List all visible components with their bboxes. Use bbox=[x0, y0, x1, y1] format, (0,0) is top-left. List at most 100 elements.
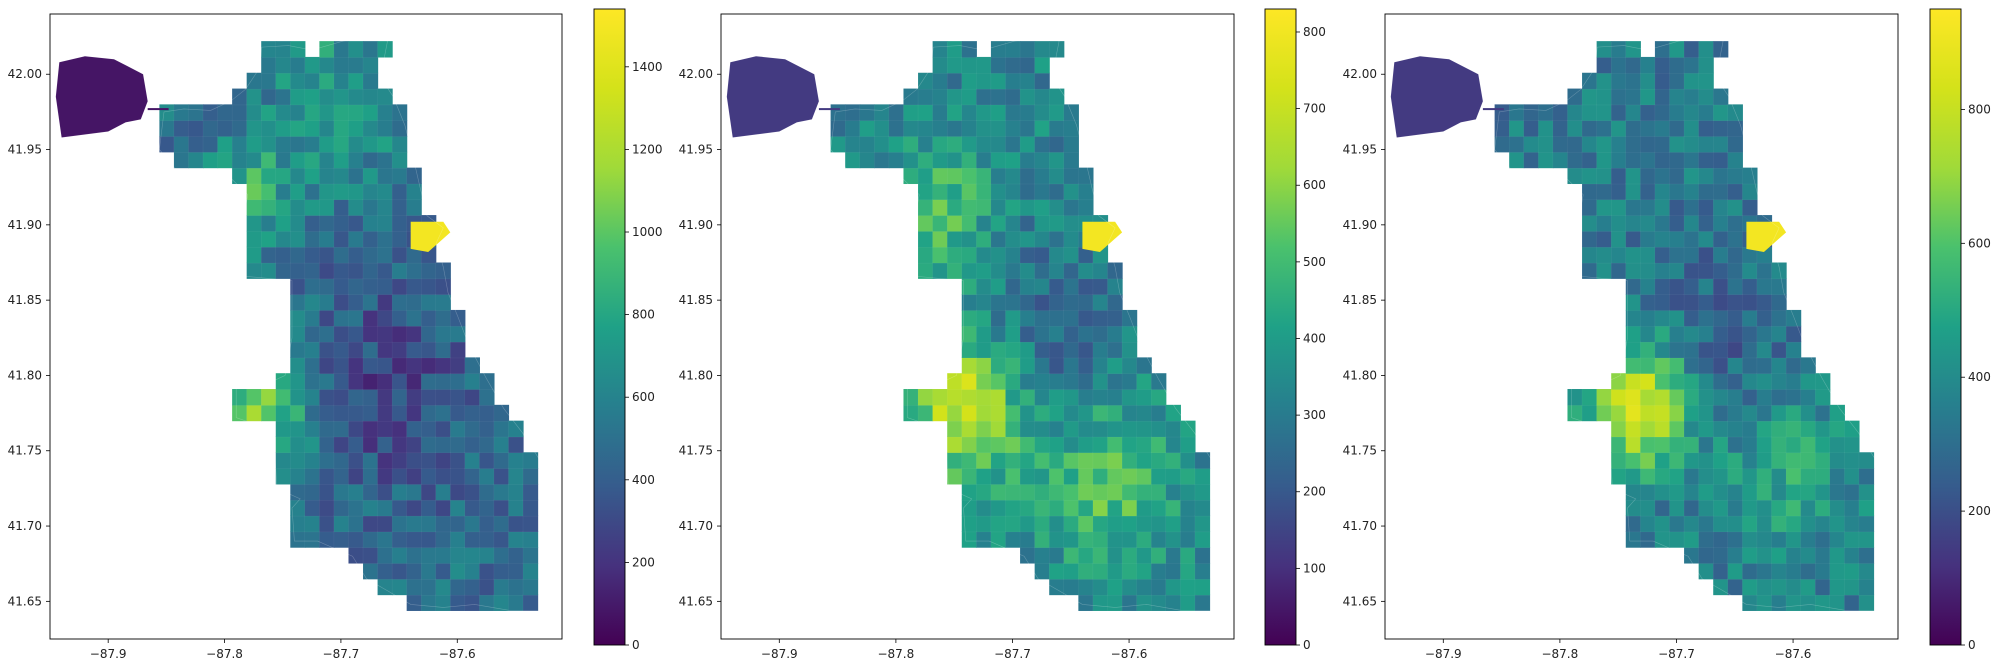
tract-cell bbox=[1785, 562, 1802, 580]
tract-cell bbox=[275, 372, 292, 390]
tract-cell bbox=[1712, 278, 1729, 295]
tract-cell bbox=[261, 151, 277, 169]
colorbar bbox=[1264, 8, 1297, 646]
tract-cell bbox=[1771, 499, 1787, 517]
tract-cell bbox=[1727, 420, 1744, 438]
tract-cell bbox=[391, 452, 408, 469]
tract-cell bbox=[391, 388, 408, 406]
tract-cell bbox=[333, 531, 350, 548]
tract-cell bbox=[1756, 372, 1773, 390]
tract-cell bbox=[1610, 104, 1627, 121]
tract-cell bbox=[1669, 88, 1685, 106]
tract-cell bbox=[406, 515, 422, 533]
tract-cell bbox=[1727, 452, 1744, 469]
tract-cell bbox=[391, 515, 408, 533]
tract-cell bbox=[1785, 546, 1802, 564]
y-tick-label: 41.90 bbox=[1343, 218, 1377, 232]
tract-cell bbox=[1610, 151, 1627, 169]
tract-cell bbox=[1034, 515, 1051, 533]
tract-cell bbox=[1640, 388, 1656, 406]
colorbar-tick-label: 200 bbox=[1303, 485, 1326, 499]
tract-cell bbox=[1712, 151, 1729, 169]
tract-cell bbox=[1829, 531, 1846, 548]
tract-cell bbox=[304, 341, 321, 359]
tract-cell bbox=[188, 135, 204, 153]
tract-cell bbox=[1756, 531, 1773, 548]
tract-cell bbox=[1698, 404, 1715, 422]
tract-cell bbox=[1092, 452, 1109, 469]
tract-cell bbox=[1625, 104, 1642, 121]
tract-cell bbox=[1136, 404, 1153, 422]
tract-cell bbox=[304, 293, 321, 311]
tract-cell bbox=[290, 183, 306, 201]
tract-cell bbox=[1669, 167, 1685, 185]
tract-cell bbox=[1829, 578, 1846, 596]
tract-cell bbox=[362, 104, 379, 121]
tract-cell bbox=[1092, 499, 1109, 517]
tract-cell bbox=[1034, 404, 1051, 422]
tract-cell bbox=[932, 40, 948, 58]
tract-cell bbox=[990, 404, 1007, 422]
tract-cell bbox=[976, 467, 992, 485]
tract-cell bbox=[1092, 562, 1109, 580]
tract-cell bbox=[932, 151, 948, 169]
tract-cell bbox=[522, 531, 539, 548]
tract-cell bbox=[1698, 325, 1715, 343]
tract-cell bbox=[1785, 341, 1802, 359]
tract-cell bbox=[946, 372, 963, 390]
tract-cell bbox=[976, 214, 992, 232]
tract-cell bbox=[1712, 372, 1729, 390]
tract-cell bbox=[1092, 436, 1109, 454]
tract-cell bbox=[1034, 167, 1051, 185]
tract-cell bbox=[1005, 262, 1021, 280]
tract-cell bbox=[1712, 214, 1729, 232]
tract-cell bbox=[1092, 531, 1109, 548]
tract-cell bbox=[1107, 341, 1123, 359]
tract-cell bbox=[333, 467, 350, 485]
tract-cell bbox=[377, 230, 393, 248]
tract-cell bbox=[290, 293, 306, 311]
tract-cell bbox=[1019, 452, 1036, 469]
tract-cell bbox=[1756, 499, 1773, 517]
tract-cell bbox=[1727, 325, 1744, 343]
tract-cell bbox=[990, 341, 1007, 359]
tract-cell bbox=[1092, 404, 1109, 422]
tract-cell bbox=[1092, 467, 1109, 485]
tract-cell bbox=[1625, 230, 1642, 248]
tract-cell bbox=[976, 104, 992, 121]
tract-cell bbox=[450, 546, 466, 564]
tract-cell bbox=[464, 483, 481, 501]
tract-cell bbox=[1640, 499, 1656, 517]
tract-cell bbox=[844, 119, 861, 137]
y-tick-label: 41.90 bbox=[679, 218, 713, 232]
tract-cell bbox=[261, 72, 277, 90]
tract-cell bbox=[1034, 467, 1051, 485]
tract-cell bbox=[377, 452, 393, 469]
tract-cell bbox=[1567, 151, 1583, 169]
tract-cell bbox=[1165, 483, 1182, 501]
tract-cell bbox=[522, 452, 539, 469]
tract-cell bbox=[1756, 436, 1773, 454]
tract-cell bbox=[932, 167, 948, 185]
axes-frame bbox=[720, 13, 1235, 640]
tract-cell bbox=[1683, 309, 1700, 327]
tract-cell bbox=[1829, 452, 1846, 469]
tract-cell bbox=[290, 278, 306, 295]
tract-cell bbox=[304, 372, 321, 390]
tract-cell bbox=[348, 309, 364, 327]
tract-cell bbox=[246, 199, 262, 216]
tract-cell bbox=[1640, 135, 1656, 153]
tract-cell bbox=[1640, 293, 1656, 311]
tract-cell bbox=[1829, 546, 1846, 564]
tract-cell bbox=[1683, 104, 1700, 121]
tract-cell bbox=[917, 88, 934, 106]
tract-cell bbox=[479, 404, 495, 422]
tract-cell bbox=[1034, 278, 1051, 295]
tract-cell bbox=[976, 357, 992, 374]
tract-cell bbox=[362, 278, 379, 295]
tract-cell bbox=[362, 199, 379, 216]
tract-cell bbox=[522, 546, 539, 564]
tract-cell bbox=[1640, 325, 1656, 343]
tract-cell bbox=[932, 88, 948, 106]
tract-cell bbox=[1815, 420, 1831, 438]
